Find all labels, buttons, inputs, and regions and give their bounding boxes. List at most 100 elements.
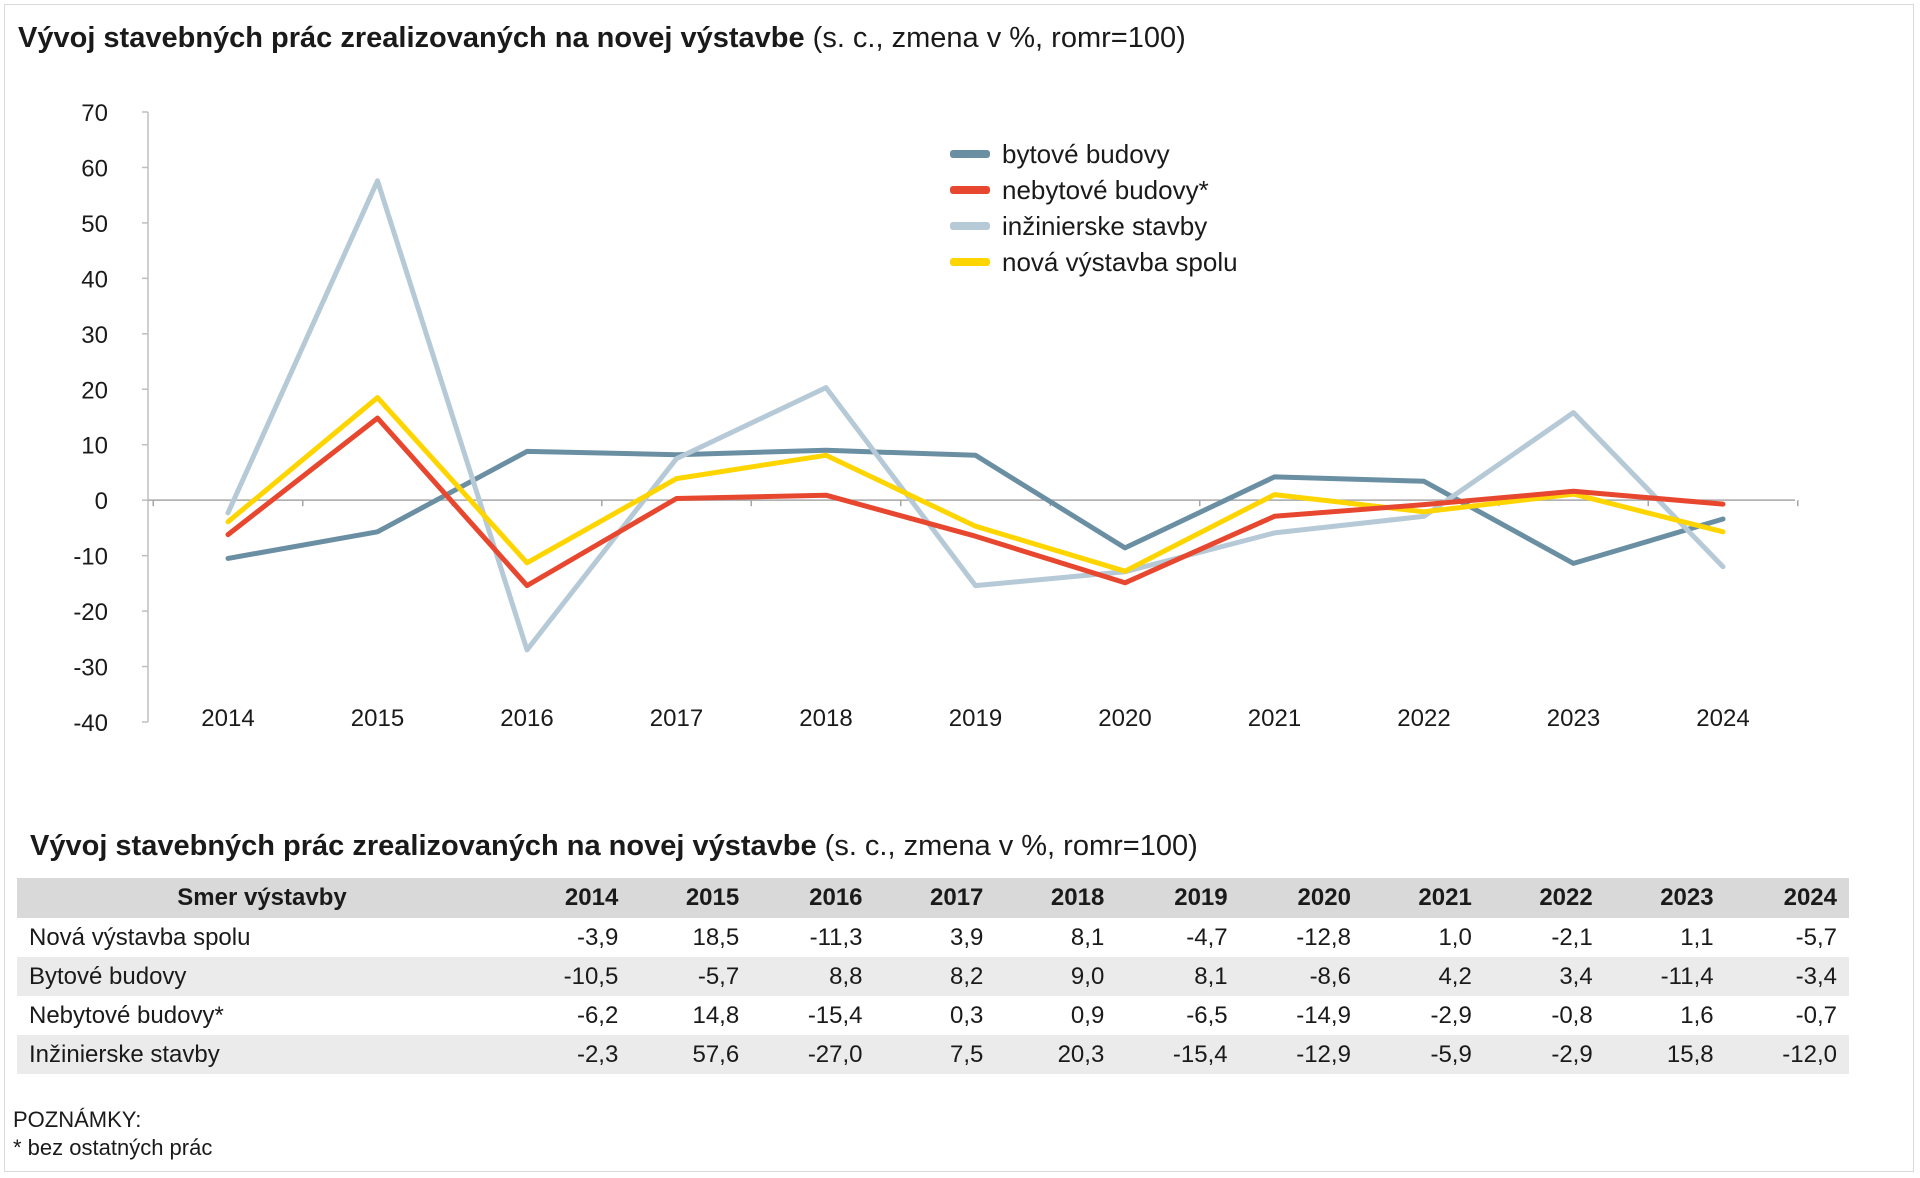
notes: POZNÁMKY: * bez ostatných prác — [13, 1106, 212, 1162]
table-cell: -5,7 — [1795, 923, 1837, 951]
legend-item: bytové budovy — [950, 136, 1238, 172]
table-cell: 8,2 — [874, 957, 996, 996]
table-header-year: 2016 — [751, 878, 875, 918]
chart-legend: bytové budovy nebytové budovy* inžinierske… — [950, 136, 1238, 280]
table-row: Bytové budovy -10,5 -5,7 8,8 8,2 9,0 8,1 -8,6 4,… — [17, 957, 1849, 996]
table-cell: 8,1 — [1116, 957, 1240, 996]
table-header-year: 2014 — [507, 878, 631, 918]
table-cell: -11,4 — [1604, 957, 1726, 996]
y-tick-label: 50 — [81, 211, 108, 238]
table-cell: -10,5 — [507, 957, 631, 996]
table-cell: -8,6 — [1239, 957, 1363, 996]
table-row: Inžinierske stavby -2,3 57,6 -27,0 7,5 20,3 -1… — [17, 1035, 1849, 1074]
figure-frame — [4, 4, 1914, 1172]
table-cell: 14,8 — [692, 1001, 740, 1029]
table-header-year: 2019 — [1116, 878, 1240, 918]
y-tick-label: 10 — [81, 433, 108, 460]
table-cell: -3,9 — [576, 923, 619, 951]
table-row-label: Inžinierske stavby — [17, 1035, 507, 1074]
table-cell: -2,9 — [1430, 1001, 1472, 1029]
x-tick-label: 2021 — [1248, 705, 1301, 732]
table-row: Nebytové budovy* -6,2 14,8 -15,4 0,3 0,9 -6,5 -… — [17, 996, 1849, 1035]
chart-title-sub: (s. c., zmena v %, romr=100) — [812, 22, 1186, 54]
table-header-year: 2022 — [1483, 878, 1605, 918]
table-cell: -11,3 — [809, 923, 863, 951]
table-cell: -2,9 — [1483, 1035, 1605, 1074]
table-cell: 0,3 — [950, 1001, 984, 1029]
table-header-row: Smer výstavby 2014 2015 2016 2017 2018 2019 202… — [17, 878, 1849, 918]
table-cell: 7,5 — [874, 1035, 996, 1074]
table-row-label: Nová výstavba spolu — [29, 923, 251, 951]
table-cell: 20,3 — [995, 1035, 1117, 1074]
chart-title: Vývoj stavebných prác zrealizovaných na … — [18, 22, 1186, 55]
table-header-year: 2020 — [1239, 878, 1363, 918]
y-tick-label: 0 — [95, 488, 108, 515]
table-header-year: 2024 — [1725, 878, 1849, 918]
table-cell: -3,4 — [1725, 957, 1849, 996]
y-tick-label: 40 — [81, 266, 108, 293]
table-cell: 57,6 — [630, 1035, 752, 1074]
table-body: Nová výstavba spolu -3,9 18,5 -11,3 3,9 8,1 -4… — [17, 918, 1849, 1074]
table-cell: 3,4 — [1483, 957, 1605, 996]
table-cell: 1,0 — [1438, 923, 1472, 951]
table-title: Vývoj stavebných prác zrealizovaných na … — [30, 830, 1198, 863]
x-tick-label: 2016 — [500, 705, 553, 732]
y-tick-label: 70 — [81, 100, 108, 127]
table-cell: -27,0 — [751, 1035, 875, 1074]
table-row-label: Nebytové budovy* — [29, 1001, 224, 1029]
table-cell: 18,5 — [692, 923, 740, 951]
x-tick-label: 2017 — [650, 705, 703, 732]
line-chart: 70 60 50 40 30 20 10 0 -10 -20 -30 -40 2014 2015 2016… — [73, 100, 1799, 737]
legend-swatch — [950, 258, 990, 266]
x-tick-label: 2022 — [1397, 705, 1450, 732]
table-cell: -0,7 — [1795, 1001, 1837, 1029]
table-cell: -2,1 — [1551, 923, 1593, 951]
y-tick-label: 20 — [81, 377, 108, 404]
legend-label: bytové budovy — [1002, 138, 1170, 169]
table-cell: -12,0 — [1725, 1035, 1849, 1074]
x-tick-label: 2014 — [201, 705, 254, 732]
table-row: Nová výstavba spolu -3,9 18,5 -11,3 3,9 8,1 -4… — [17, 918, 1849, 957]
table-header-year: 2023 — [1604, 878, 1726, 918]
legend-swatch — [950, 222, 990, 230]
series-line-4 — [225, 395, 1726, 574]
y-tick-label: -10 — [73, 544, 108, 571]
table-cell: -2,3 — [507, 1035, 631, 1074]
y-tick-label: 30 — [81, 322, 108, 349]
table-header-year: 2015 — [630, 878, 752, 918]
table-cell: 15,8 — [1604, 1035, 1726, 1074]
legend-label: inžinierske stavby — [1002, 210, 1208, 241]
table-cell: 4,2 — [1362, 957, 1484, 996]
y-tick-label: -40 — [73, 710, 108, 737]
legend-item: inžinierske stavby — [950, 208, 1238, 244]
table-header-year: 2021 — [1362, 878, 1484, 918]
x-tick-label: 2019 — [949, 705, 1002, 732]
table-cell: -0,8 — [1551, 1001, 1593, 1029]
table-cell: 8,1 — [1070, 923, 1105, 951]
series-layer — [225, 178, 1726, 653]
data-table: Smer výstavby 2014 2015 2016 2017 2018 2019 202… — [17, 878, 1849, 1074]
table-cell: -5,9 — [1362, 1035, 1484, 1074]
x-tick-label: 2018 — [799, 705, 852, 732]
x-axis: 2014 2015 2016 2017 2018 2019 2020 2021 2022 2023… — [148, 499, 1799, 732]
x-tick-label: 2023 — [1547, 705, 1600, 732]
chart-title-main: Vývoj stavebných prác zrealizovaných na … — [18, 22, 805, 54]
table-cell: -12,9 — [1239, 1035, 1363, 1074]
table-cell: 8,8 — [751, 957, 875, 996]
x-tick-label: 2020 — [1098, 705, 1151, 732]
table-cell: 1,1 — [1680, 923, 1714, 951]
y-axis: 70 60 50 40 30 20 10 0 -10 -20 -30 -40 — [73, 100, 149, 737]
x-tick-label: 2024 — [1696, 705, 1749, 732]
legend-label: nebytové budovy* — [1002, 174, 1209, 205]
legend-swatch — [950, 186, 990, 194]
table-cell: -5,7 — [630, 957, 752, 996]
x-tick-label: 2015 — [351, 705, 404, 732]
table-header-direction: Smer výstavby — [17, 878, 507, 918]
table-cell: -6,2 — [576, 1001, 619, 1029]
table-cell: -12,8 — [1296, 923, 1351, 951]
legend-item: nová výstavba spolu — [950, 244, 1238, 280]
notes-heading: POZNÁMKY: — [13, 1107, 142, 1132]
table-cell: -6,5 — [1186, 1001, 1228, 1029]
table-title-sub: (s. c., zmena v %, romr=100) — [824, 830, 1198, 862]
table-cell: 3,9 — [950, 923, 984, 951]
